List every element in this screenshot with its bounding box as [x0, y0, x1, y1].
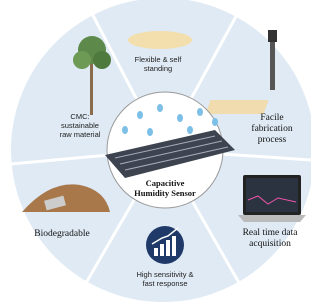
- segment-label: CMC:: [70, 112, 89, 121]
- center-label: Capacitive: [146, 178, 185, 188]
- segment-label: raw material: [60, 130, 101, 139]
- segment-label: process: [258, 135, 287, 145]
- segment-label: Biodegradable: [34, 229, 89, 239]
- segment-label: standing: [144, 64, 172, 73]
- segment-label: High sensitivity &: [136, 270, 193, 279]
- laptop-icon: [238, 175, 306, 222]
- segment-label: fabrication: [251, 123, 292, 134]
- segment-label: sustainable: [61, 121, 99, 130]
- segment-label: Facile: [260, 113, 283, 123]
- segment-label: Real time data: [243, 228, 299, 238]
- center-label: Humidity Sensor: [134, 188, 196, 198]
- segment-label: acquisition: [249, 239, 291, 249]
- flexible-film: [128, 31, 192, 49]
- segment-label: fast response: [142, 279, 187, 288]
- segment-label: Flexible & self: [135, 55, 183, 64]
- chart-icon: [146, 226, 184, 264]
